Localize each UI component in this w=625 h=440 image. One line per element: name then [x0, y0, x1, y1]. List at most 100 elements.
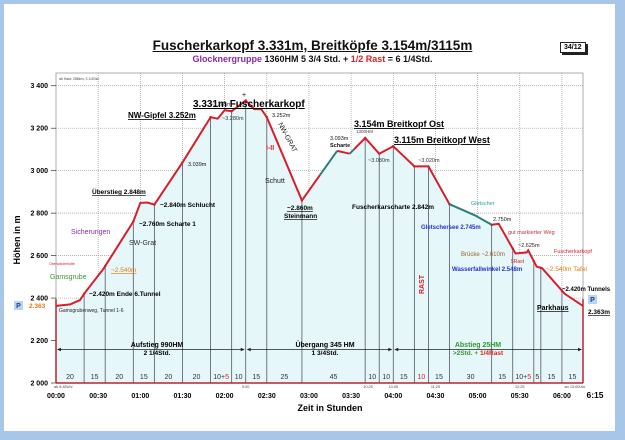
gletschersee-label: Gletschersee 2.745m: [421, 225, 481, 231]
fuscherkarkopf-sign-label: Fuscherkarkopf: [554, 249, 592, 255]
chart-title: Fuscherkarkopf 3.331m, Breitköpfe 3.154m…: [152, 38, 473, 53]
x-tick-label: 06:00: [553, 393, 571, 400]
stage-arrows: [57, 347, 582, 352]
breitkopf-west-label: 3.115m Breitkopf West: [394, 135, 490, 145]
segment-minute-label: 15: [91, 374, 99, 381]
y-axis-ticks: 2 000 2 200 2 400 2 600 2 800 3 000 3 200 3 400: [30, 83, 56, 388]
x-tick-label: 05:00: [469, 393, 487, 400]
breitkopf-ost-label: 3.154m Breitkopf Ost: [354, 119, 444, 129]
segment-minute-label: 15: [252, 374, 260, 381]
rast5-label: 5Rast: [511, 259, 525, 265]
p3039-label: 3.039m: [188, 162, 207, 168]
oberwalder-label: Oberwalderhütte: [49, 262, 75, 266]
y-tick-label: 2 000: [30, 381, 48, 388]
gamsgrubenweg-label: Gamsgrubenweg, Tunnel 1-6: [59, 308, 124, 314]
grade-label: I-II: [266, 145, 274, 152]
stage-descent-duration-text: >2Std. +: [453, 350, 480, 357]
segment-minute-label: 10: [417, 374, 425, 381]
y-tick-label: 3 400: [30, 83, 48, 90]
segment-minutes: 20 15 20 15 20 20 10+5 10 15 25 45 10 10 15 10 15 30 15 10…: [66, 374, 576, 381]
p3080-label: ~3.080m: [368, 158, 390, 164]
glacier-line: [319, 148, 493, 226]
parking-start-icon: [14, 301, 23, 310]
summit-label: 3.331m Fuscherkarkopf: [193, 99, 305, 110]
x-tick-label: 03:00: [300, 393, 318, 400]
y-axis-label: Höhen in m: [12, 216, 22, 265]
note-top: ab Haid: 288km; 3 1/4Std.: [59, 77, 99, 81]
segment-minute-walk: 10+: [515, 374, 527, 381]
y-tick-label: 3 000: [30, 168, 48, 175]
x-tick-label: 01:30: [174, 393, 192, 400]
summit-cross-icon: +: [242, 92, 246, 99]
segment-minute-walk: 10+: [213, 374, 225, 381]
segment-minute-label: 20: [193, 374, 201, 381]
ueberstieg-label: Überstieg 2.848m: [92, 187, 146, 196]
wasserfall-label: Wasserfallwinkel 2.548m: [452, 267, 522, 273]
x-tick-label: 00:30: [89, 393, 107, 400]
tafel-label: ~2.540m Tafel: [546, 266, 587, 273]
segment-minute-label: 15: [498, 374, 506, 381]
x-tick-label: 00:00: [47, 393, 65, 400]
profile-line: [55, 99, 584, 307]
time-mark: 10:25: [363, 385, 373, 389]
segment-minute-label: 25: [280, 374, 288, 381]
segment-minute-label: 15: [140, 374, 148, 381]
x-tick-label: 03:30: [342, 393, 360, 400]
time-marks: ab 6:45Uhr 9:00 10:25 10:45 11:25 12:25 an 13:…: [54, 385, 586, 389]
profile-area: [56, 100, 583, 384]
segment-drop-lines: [82, 99, 564, 383]
segment-minute-label: 30: [467, 374, 475, 381]
page-badge: 34/12: [560, 42, 586, 53]
parking-end-letter: P: [590, 297, 595, 304]
p3280-label: ~3.280m: [222, 116, 244, 122]
subtitle-rest: 1/2 Rast: [350, 54, 386, 64]
x-tick-label: 04:30: [426, 393, 444, 400]
arrow-left-icon: [246, 347, 251, 352]
p2625-label: ~2.625m: [518, 243, 540, 249]
segment-minute-label: 20: [165, 374, 173, 381]
segment-minute-label: 10: [382, 374, 390, 381]
y-tick-label: 2 600: [30, 253, 48, 260]
swgrat-label: SW-Grat: [129, 240, 156, 247]
time-mark: 9:00: [242, 385, 249, 389]
x-tick-label: 05:30: [511, 393, 529, 400]
stage-descent-duration: >2Std. + 1/4Rast: [453, 350, 504, 357]
parking-start-letter: P: [16, 303, 21, 310]
steinmann-label: Steinmann: [284, 213, 317, 220]
segment-minute-label: 10: [368, 374, 376, 381]
subtitle-stats: 1360HM 5 3/4 Std. +: [261, 54, 351, 64]
parking-end-icon: [588, 295, 597, 304]
x-tick-label: 02:30: [258, 393, 276, 400]
tunnel-end-label: ~2.420m Ende 6.Tunnel: [89, 291, 161, 298]
p2750-label: 2.750m: [493, 217, 512, 223]
steinmann-elev-label: ~2.860m: [287, 205, 313, 212]
gamsgrube-label: Gamsgrube: [50, 274, 87, 281]
end-elev-label: 2.363m: [588, 309, 610, 316]
x-axis-ticks: 00:00 00:30 01:00 01:30 02:00 02:30 03:00 03:30…: [47, 390, 604, 400]
y-tick-label: 2 400: [30, 296, 48, 303]
x-tick-label: 01:00: [131, 393, 149, 400]
scharte1-label: ~2.760m Scharte 1: [139, 221, 196, 228]
tunnels-label: ~2.420m Tunnels: [562, 287, 611, 293]
stage-descent-rest: 1/4Rast: [480, 350, 504, 357]
segment-minute-label: 10: [235, 374, 243, 381]
gut-weg-label: gut markierter Weg: [508, 230, 555, 236]
segment-minute-label: 15: [547, 374, 555, 381]
arrow-left-icon: [57, 347, 61, 352]
x-tick-label: 04:00: [384, 393, 402, 400]
subtitle-total: = 6 1/4Std.: [385, 54, 433, 64]
bruecke-label: Brücke ~2.610m: [461, 252, 505, 258]
segment-minute-label: 15: [400, 374, 408, 381]
segment-minute-rest: 5: [225, 374, 229, 381]
time-mark: ab 6:45Uhr: [54, 385, 74, 389]
hm1300-label: 1300HM: [356, 129, 373, 134]
stage-ascent: Aufstieg 990HM: [131, 342, 184, 349]
schutt-label: Schutt: [265, 178, 285, 185]
parkhaus-label: Parkhaus: [537, 305, 569, 312]
y-tick-label: 2 800: [30, 211, 48, 218]
stage-traverse-duration: 1 3/4Std.: [312, 350, 339, 357]
segment-minute-label: 20: [115, 374, 123, 381]
nw-gipfel-label: NW-Gipfel 3.252m: [128, 111, 196, 120]
x-tick-label: 02:00: [216, 393, 234, 400]
p3252-label: 3.252m: [272, 113, 291, 119]
